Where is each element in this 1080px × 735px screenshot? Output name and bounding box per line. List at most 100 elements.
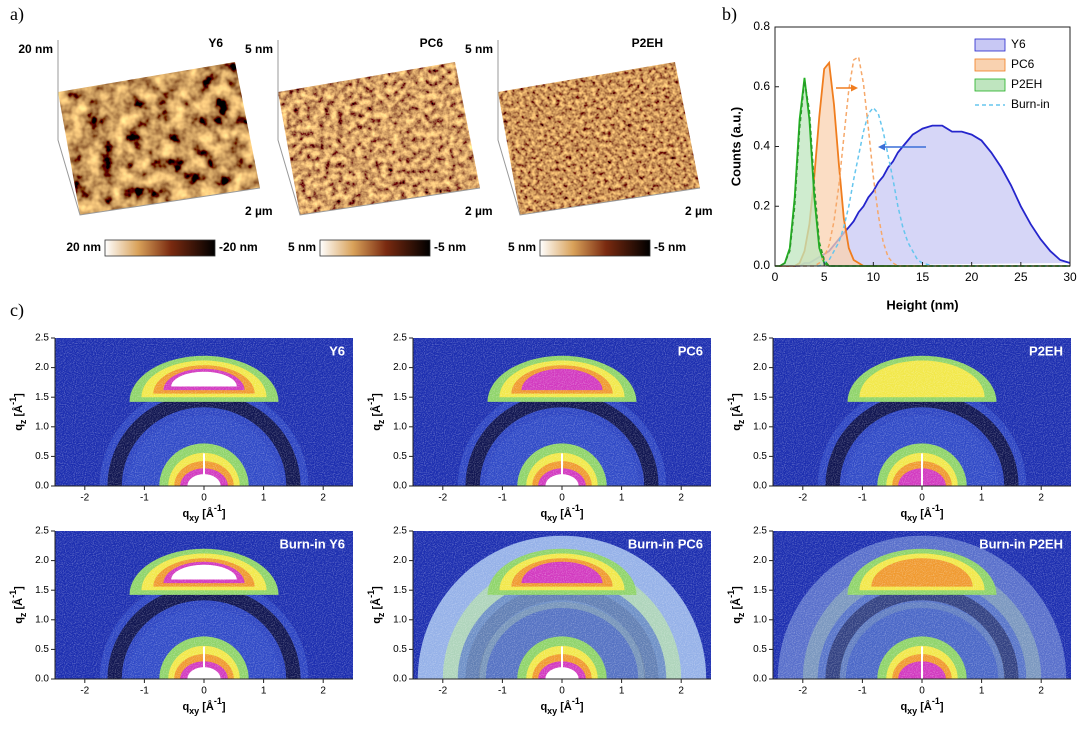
label-part: ]: [580, 701, 584, 713]
label-part: -1: [366, 397, 376, 405]
legend-label: P2EH: [1011, 77, 1042, 91]
label-part: -1: [572, 696, 580, 706]
y-tick-label: 1.0: [753, 614, 767, 625]
sample-name: P2EH: [632, 36, 663, 50]
x-tick-label: -1: [140, 686, 149, 697]
y-tick-label: 1.0: [35, 614, 49, 625]
label-part: [Å: [12, 598, 25, 613]
afm-axis: [277, 40, 481, 216]
x-tick-label: 2: [320, 493, 326, 504]
label-part: z: [376, 612, 386, 617]
label-part: q: [13, 617, 25, 624]
y-tick-label: 1.0: [753, 421, 767, 432]
speckle: [55, 531, 353, 679]
label-part: [Å: [730, 598, 743, 613]
afm-surface: [278, 62, 480, 215]
y-tick-label: 0.0: [393, 481, 407, 492]
legend-label: Y6: [1011, 37, 1026, 51]
y-tick-label: 2.5: [753, 333, 767, 344]
label-part: [Å: [917, 700, 932, 713]
colorbar-max: -5 nm: [434, 240, 466, 254]
y-tick-label: 1.5: [753, 585, 767, 596]
label-part: q: [182, 508, 189, 520]
panel-label: b): [722, 4, 737, 25]
label-part: xy: [547, 706, 557, 716]
x-tick-label: -2: [438, 493, 447, 504]
x-tick-label: 2: [678, 493, 684, 504]
y-tick-label: 0.5: [393, 451, 407, 462]
label-part: ]: [731, 586, 743, 590]
y-tick-label: 1.5: [753, 392, 767, 403]
label-part: [Å: [917, 507, 932, 520]
y-tick-label: 0.0: [753, 258, 770, 272]
panel-title: Y6: [329, 343, 345, 358]
speckle: [413, 531, 711, 679]
arrowhead: [878, 143, 885, 151]
panel-title: Burn-in PC6: [628, 536, 703, 551]
label-part: q: [371, 424, 383, 431]
x-tick-label: 2: [678, 686, 684, 697]
label-part: -1: [572, 503, 580, 513]
afm-axis: [57, 40, 261, 216]
y-tick-label: 0.0: [35, 674, 49, 685]
x-scale-label: 2 µm: [465, 204, 493, 218]
giwaxs-image: [55, 531, 353, 679]
y-tick-label: 0.5: [753, 644, 767, 655]
label-part: z: [736, 612, 746, 617]
giwaxs-image: [55, 338, 353, 486]
y-tick-label: 1.5: [35, 392, 49, 403]
label-part: -1: [366, 590, 376, 598]
label-part: xy: [189, 513, 199, 523]
y-axis-label: qz [Å-1]: [726, 393, 746, 431]
sample-name: Y6: [208, 36, 223, 50]
label-part: -1: [726, 590, 736, 598]
colorbar-min: 20 nm: [66, 240, 101, 254]
label-part: [Å: [557, 700, 572, 713]
x-scale-label: 2 µm: [245, 204, 273, 218]
giwaxs-image: [413, 338, 711, 486]
panel-title: Burn-in Y6: [280, 536, 346, 551]
label-part: ]: [371, 393, 383, 397]
label-part: [Å: [199, 507, 214, 520]
panel-label: c): [10, 300, 24, 321]
x-tick-label: -1: [858, 493, 867, 504]
label-part: [Å: [12, 405, 25, 420]
label-part: ]: [222, 508, 226, 520]
y-axis-label: qz [Å-1]: [366, 586, 386, 624]
colorbar: [539, 239, 651, 257]
x-tick-label: 20: [965, 270, 979, 284]
y-tick-label: 2.5: [35, 333, 49, 344]
label-part: ]: [940, 701, 944, 713]
y-tick-label: 2.0: [35, 362, 49, 373]
label-part: [Å: [557, 507, 572, 520]
x-tick-label: -2: [438, 686, 447, 697]
label-part: ]: [222, 701, 226, 713]
x-axis-label: qxy [Å-1]: [900, 696, 943, 716]
afm-axis: [497, 40, 701, 216]
label-part: xy: [547, 513, 557, 523]
colorbar: [104, 239, 216, 257]
colorbar-max: -5 nm: [654, 240, 686, 254]
x-tick-label: -1: [498, 493, 507, 504]
y-tick-label: 0.0: [753, 674, 767, 685]
x-tick-label: 15: [916, 270, 930, 284]
label-part: z: [736, 419, 746, 424]
x-tick-label: 0: [201, 686, 207, 697]
x-tick-label: 25: [1014, 270, 1028, 284]
colorbar-min: 5 nm: [288, 240, 316, 254]
x-tick-label: 0: [201, 493, 207, 504]
x-tick-label: 2: [1038, 686, 1044, 697]
label-part: ]: [731, 393, 743, 397]
giwaxs-image: [773, 338, 1071, 486]
label-part: xy: [907, 513, 917, 523]
y-tick-label: 2.5: [35, 526, 49, 537]
y-axis-label: qz [Å-1]: [8, 393, 28, 431]
label-part: z: [376, 419, 386, 424]
height-chart: 0 5 10 15 20 25 30 0.0 0.2 0.4 0.6 0.8 Height (nm) Co…: [728, 19, 1077, 312]
x-tick-label: 2: [320, 686, 326, 697]
giwaxs-image: [413, 531, 711, 679]
label-part: [Å: [370, 598, 383, 613]
label-part: q: [540, 701, 547, 713]
label-part: q: [731, 424, 743, 431]
